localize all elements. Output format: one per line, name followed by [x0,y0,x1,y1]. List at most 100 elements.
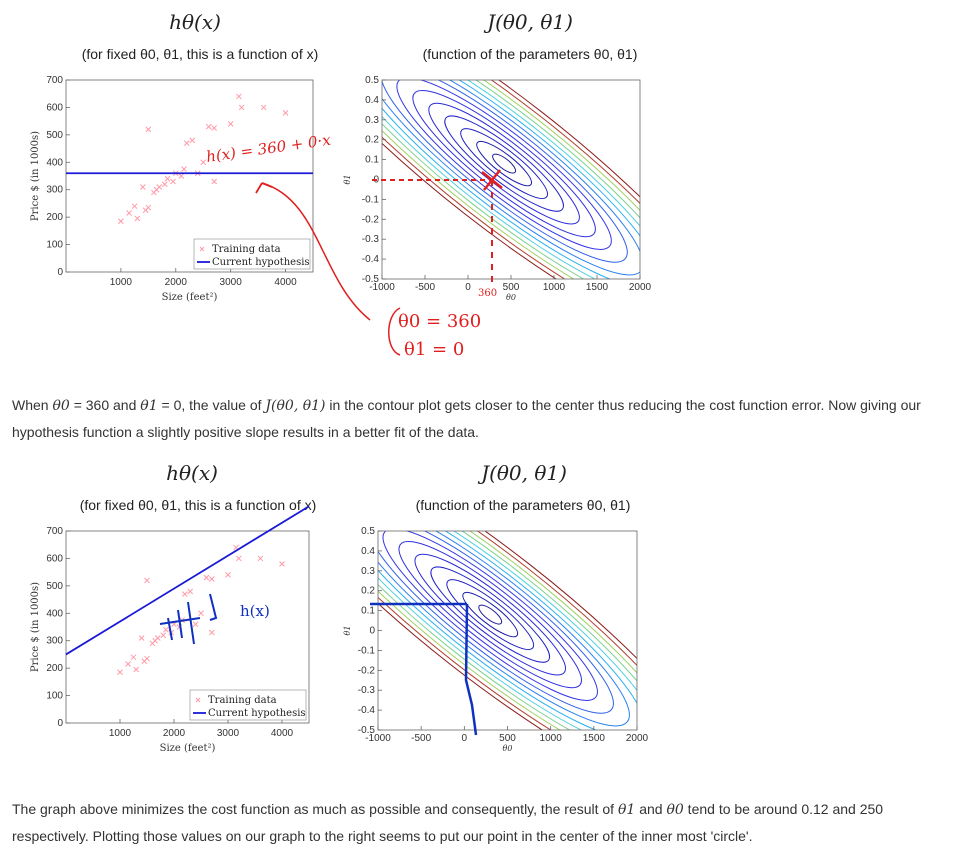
data-point [131,203,138,210]
contour-ellipse [382,531,598,701]
legend-training-data: Training data [208,695,277,706]
x-axis-label: Size (feet²) [162,292,218,303]
contour-ellipse [492,153,517,174]
x-tick-label: 1000 [109,728,132,739]
data-point [279,561,285,567]
y-tick-label: 700 [46,75,63,86]
contour-ellipse [382,80,640,279]
data-point [117,669,123,676]
data-point [164,175,171,182]
contour-ellipse [398,540,582,689]
y-tick-label: 500 [46,581,63,592]
x-tick-label: 1000 [540,733,563,744]
x-tick-label: 4000 [271,728,294,739]
data-point [181,166,187,172]
data-point [238,104,245,111]
y-tick-label: 0.4 [361,546,375,557]
data-point [282,110,289,116]
contour-lines [378,531,637,730]
y-tick-label: 700 [46,526,63,537]
data-point [156,184,163,190]
data-point [144,655,150,662]
y-tick-label: 200 [46,212,63,223]
x-tick-label: 3000 [217,728,240,739]
contour-ellipse [382,80,640,279]
y-tick-label: 0 [369,626,375,637]
y-tick-label: 500 [46,130,63,141]
y-tick-label: 0.4 [365,95,379,106]
data-point [160,632,167,639]
plot-frame [377,530,638,731]
y-tick-label: 600 [46,102,63,113]
fig2-right-title: J(θ0, θ1) [481,461,567,485]
data-point [183,140,190,146]
legend-current-hypothesis: Current hypothesis [212,257,310,268]
contour-ellipse [382,80,640,276]
blue-tally-marks [159,601,201,645]
data-point [192,621,199,628]
x-tick-label: 500 [499,733,516,744]
y-tick-label: -0.1 [358,645,376,656]
fig1-right-subtitle: (function of the parameters θ0, θ1) [422,46,638,62]
x-tick-label: 0 [465,282,471,293]
y-tick-label: 200 [46,663,63,674]
x-tick-label: 1000 [110,277,133,288]
contour-ellipse [378,531,637,730]
data-point [205,123,212,130]
data-point [145,126,152,133]
y-tick-label: -0.4 [362,254,380,265]
y-tick-label: 0.3 [365,115,379,126]
data-point [170,178,176,185]
data-point [154,635,161,641]
data-point [118,218,124,225]
fig2-hx-annotation: h(x) [240,602,270,620]
data-point [211,178,218,185]
fig2-left-title: hθ(x) [166,461,218,485]
contour-ellipse [382,80,628,263]
data-point [257,555,264,562]
data-point [161,181,168,188]
plot-frame [65,79,314,273]
y-axis-label: θ1 [343,175,352,185]
data-point [133,666,140,673]
data-point [144,577,150,584]
contour-ellipse [430,566,551,663]
x-tick-label: 1500 [586,282,609,293]
data-point [235,555,242,562]
y-tick-label: 0.2 [365,135,379,146]
fig2-right-subtitle: (function of the parameters θ0, θ1) [415,497,631,513]
fig1-annotations: h(x) = 360 + 0·x 360 θ0 = 360 θ1 = 0 [205,131,503,360]
contour-ellipse [414,553,567,676]
y-tick-label: -0.3 [362,234,380,245]
legend: Training data Current hypothesis [189,689,307,721]
x-tick-label: -500 [411,733,431,744]
paragraph-1: When θ0 = 360 and θ1 = 0, the value of J… [12,397,921,440]
y-axis-label: Price $ (in 1000s) [30,131,41,221]
y-tick-label: 100 [46,240,63,251]
y-tick-label: 0 [57,267,63,278]
y-tick-label: 0.5 [361,526,375,537]
fig2-annotations: h(x) [159,593,478,736]
y-tick-label: -0.1 [362,194,380,205]
contour-ellipse [378,531,637,730]
contour-ellipse [378,531,637,730]
hypothesis-line [65,505,310,656]
blue-tick-mark [209,593,218,621]
x-axis-label: θ0 [506,293,516,302]
y-axis-label: θ1 [343,626,352,636]
x-tick-label: -1000 [369,282,395,293]
x-tick-label: -500 [415,282,435,293]
x-tick-label: 0 [462,733,468,744]
red-theta1-label: θ1 = 0 [404,339,464,360]
y-tick-label: 100 [46,691,63,702]
x-axis-label: θ0 [503,744,513,753]
data-point [163,626,169,633]
data-point [211,125,218,131]
data-point [260,104,267,111]
fig1-right-title: J(θ0, θ1) [487,10,573,34]
red-x-marker [481,169,503,191]
contour-ellipse [378,531,614,714]
x-axis-label: Size (feet²) [160,743,216,754]
y-tick-label: 0.1 [361,606,375,617]
data-point [181,591,188,597]
